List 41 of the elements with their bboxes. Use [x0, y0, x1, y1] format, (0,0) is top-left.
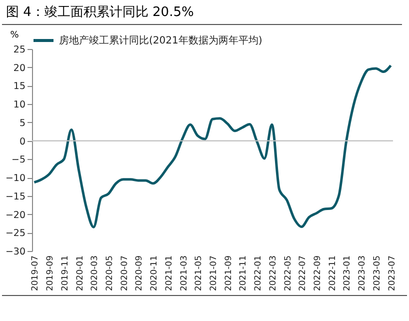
- x-tick-label: 2023-03: [358, 256, 368, 292]
- y-tick-label: 15: [13, 81, 26, 92]
- x-tick-label: 2022-03: [268, 256, 278, 292]
- x-tick-label: 2021-07: [209, 256, 219, 292]
- x-tick-label: 2022-09: [312, 256, 323, 292]
- x-tick-label: 2022-01: [254, 256, 264, 292]
- x-tick-label: 2021-09: [224, 256, 234, 292]
- y-tick-label: −15: [5, 191, 26, 202]
- y-tick-label: −20: [5, 210, 26, 221]
- legend-label: 房地产竣工累计同比(2021年数据为两年平均): [59, 34, 262, 46]
- chart-title: 图 4：竣工面积累计同比 20.5%: [2, 0, 402, 25]
- x-tick-label: 2020-01: [75, 256, 86, 292]
- y-tick-label: −10: [5, 173, 26, 184]
- y-axis-title: %: [10, 30, 20, 40]
- y-tick-label: 5: [19, 118, 26, 129]
- x-tick-label: 2020-05: [105, 256, 116, 292]
- y-tick-label: 20: [13, 62, 26, 74]
- x-tick-label: 2021-05: [194, 256, 204, 292]
- x-tick-label: 2022-05: [283, 256, 294, 292]
- y-tick-label: 10: [13, 100, 26, 111]
- x-tick-label: 2023-05: [372, 256, 382, 292]
- y-tick-label: −25: [5, 228, 26, 240]
- x-tick-label: 2020-07: [120, 256, 130, 292]
- x-tick-label: 2021-03: [179, 256, 190, 292]
- x-tick-label: 2023-07: [387, 256, 398, 292]
- y-tick-label: 0: [19, 136, 26, 148]
- x-tick-label: 2020-11: [150, 256, 160, 292]
- x-tick-label: 2019-07: [30, 256, 41, 292]
- y-tick-label: −5: [11, 154, 26, 166]
- x-tick-label: 2019-11: [60, 256, 70, 292]
- x-tick-label: 2020-09: [134, 256, 145, 292]
- x-tick-label: 2022-07: [298, 256, 308, 292]
- x-tick-label: 2019-09: [46, 256, 56, 292]
- x-tick-label: 2020-03: [90, 256, 100, 292]
- y-tick-label: 25: [13, 44, 26, 56]
- x-tick-label: 2021-11: [238, 256, 249, 292]
- x-tick-label: 2023-01: [342, 256, 353, 292]
- line-series: [32, 64, 392, 228]
- y-tick-label: −30: [5, 246, 26, 258]
- x-tick-label: 2022-11: [328, 256, 338, 292]
- x-tick-label: 2021-01: [164, 256, 174, 292]
